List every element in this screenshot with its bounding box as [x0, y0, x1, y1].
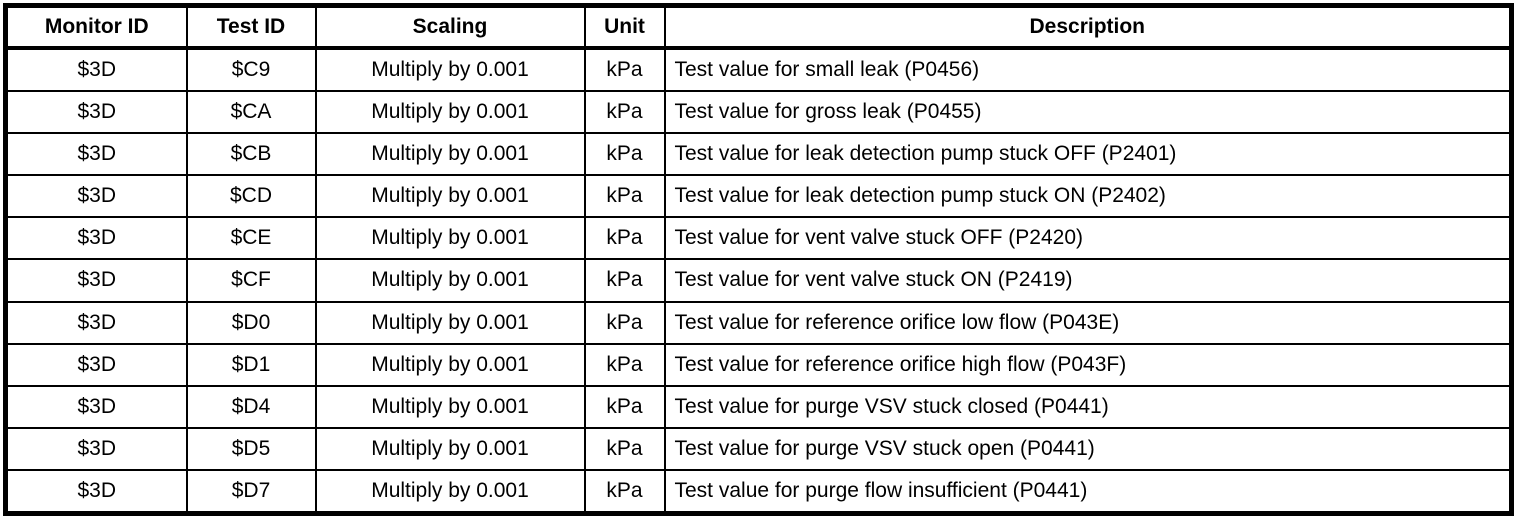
cell-unit: kPa: [583, 46, 666, 93]
cell-test-id: $CE: [185, 216, 317, 261]
table-row: $3D $CE Multiply by 0.001 kPa Test value…: [4, 216, 1513, 261]
cell-unit: kPa: [583, 90, 666, 135]
column-header-monitor-id: Monitor ID: [4, 4, 188, 50]
cell-monitor-id: $3D: [4, 300, 188, 345]
column-header-scaling: Scaling: [314, 4, 586, 50]
cell-test-id: $CA: [185, 90, 317, 135]
table-row: $3D $CA Multiply by 0.001 kPa Test value…: [4, 90, 1513, 135]
cell-test-id: $CB: [185, 132, 317, 177]
cell-scaling: Multiply by 0.001: [314, 342, 586, 387]
table-row: $3D $CF Multiply by 0.001 kPa Test value…: [4, 258, 1513, 303]
table-row: $3D $D0 Multiply by 0.001 kPa Test value…: [4, 300, 1513, 345]
cell-monitor-id: $3D: [4, 384, 188, 429]
cell-description: Test value for leak detection pump stuck…: [663, 174, 1513, 219]
cell-description: Test value for reference orifice low flo…: [663, 300, 1513, 345]
table-body: $3D $C9 Multiply by 0.001 kPa Test value…: [4, 46, 1513, 515]
cell-unit: kPa: [583, 468, 666, 515]
table-row: $3D $D5 Multiply by 0.001 kPa Test value…: [4, 426, 1513, 471]
cell-description: Test value for reference orifice high fl…: [663, 342, 1513, 387]
cell-test-id: $C9: [185, 46, 317, 93]
cell-test-id: $D1: [185, 342, 317, 387]
cell-scaling: Multiply by 0.001: [314, 468, 586, 515]
cell-scaling: Multiply by 0.001: [314, 216, 586, 261]
header-row: Monitor ID Test ID Scaling Unit Descript…: [4, 4, 1513, 50]
cell-unit: kPa: [583, 132, 666, 177]
cell-scaling: Multiply by 0.001: [314, 90, 586, 135]
cell-monitor-id: $3D: [4, 342, 188, 387]
cell-monitor-id: $3D: [4, 90, 188, 135]
cell-description: Test value for gross leak (P0455): [663, 90, 1513, 135]
cell-monitor-id: $3D: [4, 216, 188, 261]
table-row: $3D $CB Multiply by 0.001 kPa Test value…: [4, 132, 1513, 177]
cell-description: Test value for leak detection pump stuck…: [663, 132, 1513, 177]
cell-description: Test value for purge VSV stuck open (P04…: [663, 426, 1513, 471]
cell-monitor-id: $3D: [4, 132, 188, 177]
table-row: $3D $D4 Multiply by 0.001 kPa Test value…: [4, 384, 1513, 429]
cell-monitor-id: $3D: [4, 468, 188, 515]
cell-scaling: Multiply by 0.001: [314, 384, 586, 429]
test-data-table: Monitor ID Test ID Scaling Unit Descript…: [3, 3, 1514, 516]
cell-test-id: $CF: [185, 258, 317, 303]
cell-scaling: Multiply by 0.001: [314, 426, 586, 471]
cell-description: Test value for vent valve stuck OFF (P24…: [663, 216, 1513, 261]
cell-unit: kPa: [583, 384, 666, 429]
cell-unit: kPa: [583, 174, 666, 219]
cell-unit: kPa: [583, 300, 666, 345]
column-header-description: Description: [663, 4, 1513, 50]
cell-description: Test value for purge VSV stuck closed (P…: [663, 384, 1513, 429]
cell-unit: kPa: [583, 342, 666, 387]
cell-description: Test value for vent valve stuck ON (P241…: [663, 258, 1513, 303]
cell-test-id: $CD: [185, 174, 317, 219]
cell-unit: kPa: [583, 216, 666, 261]
cell-scaling: Multiply by 0.001: [314, 46, 586, 93]
cell-unit: kPa: [583, 258, 666, 303]
table-row: $3D $C9 Multiply by 0.001 kPa Test value…: [4, 46, 1513, 93]
column-header-unit: Unit: [583, 4, 666, 50]
table-row: $3D $D7 Multiply by 0.001 kPa Test value…: [4, 468, 1513, 515]
cell-monitor-id: $3D: [4, 426, 188, 471]
cell-monitor-id: $3D: [4, 46, 188, 93]
cell-monitor-id: $3D: [4, 258, 188, 303]
cell-monitor-id: $3D: [4, 174, 188, 219]
cell-scaling: Multiply by 0.001: [314, 132, 586, 177]
table-row: $3D $CD Multiply by 0.001 kPa Test value…: [4, 174, 1513, 219]
cell-description: Test value for purge flow insufficient (…: [663, 468, 1513, 515]
cell-scaling: Multiply by 0.001: [314, 258, 586, 303]
cell-test-id: $D4: [185, 384, 317, 429]
cell-test-id: $D7: [185, 468, 317, 515]
cell-scaling: Multiply by 0.001: [314, 174, 586, 219]
cell-test-id: $D0: [185, 300, 317, 345]
table-row: $3D $D1 Multiply by 0.001 kPa Test value…: [4, 342, 1513, 387]
cell-description: Test value for small leak (P0456): [663, 46, 1513, 93]
table-header: Monitor ID Test ID Scaling Unit Descript…: [4, 4, 1513, 50]
cell-test-id: $D5: [185, 426, 317, 471]
column-header-test-id: Test ID: [185, 4, 317, 50]
cell-scaling: Multiply by 0.001: [314, 300, 586, 345]
cell-unit: kPa: [583, 426, 666, 471]
